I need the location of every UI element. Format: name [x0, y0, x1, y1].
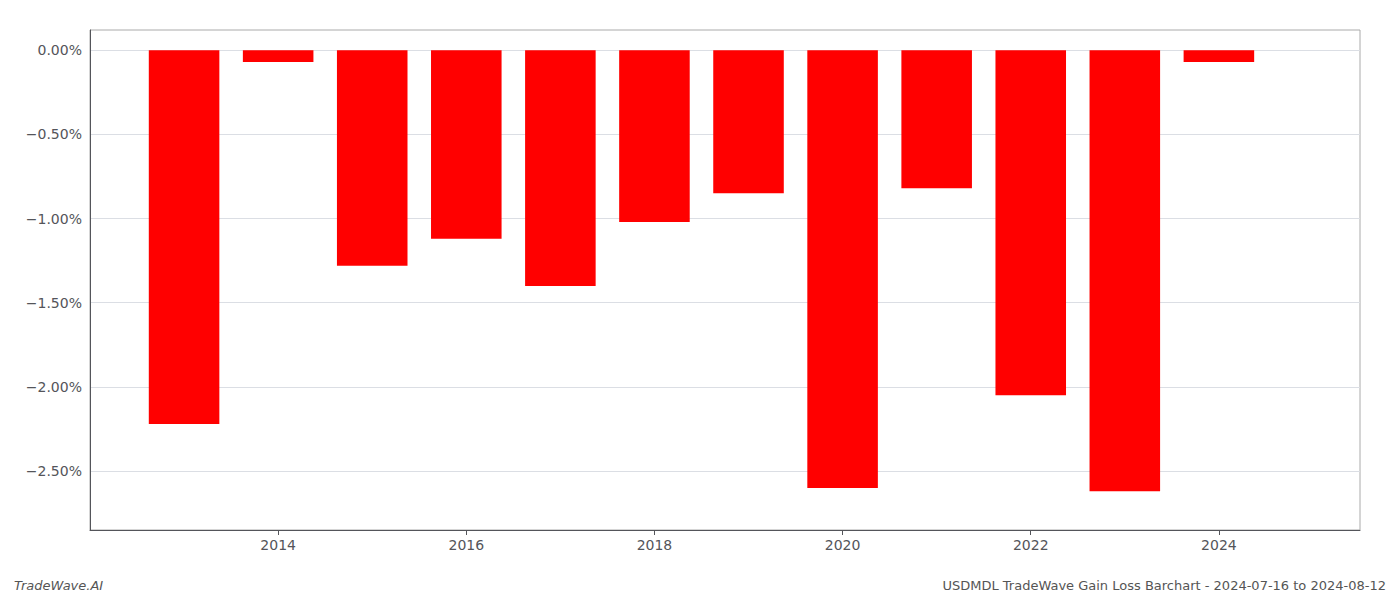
svg-text:−1.50%: −1.50%	[26, 295, 82, 311]
svg-text:0.00%: 0.00%	[38, 42, 82, 58]
svg-text:USDMDL TradeWave Gain Loss Bar: USDMDL TradeWave Gain Loss Barchart - 20…	[942, 578, 1386, 593]
svg-text:2024: 2024	[1201, 537, 1237, 553]
svg-text:2016: 2016	[448, 537, 484, 553]
svg-text:2020: 2020	[825, 537, 861, 553]
svg-text:TradeWave.AI: TradeWave.AI	[14, 578, 103, 593]
svg-text:2018: 2018	[637, 537, 673, 553]
svg-text:−1.00%: −1.00%	[26, 211, 82, 227]
svg-text:−0.50%: −0.50%	[26, 126, 82, 142]
svg-text:2014: 2014	[260, 537, 296, 553]
svg-text:−2.00%: −2.00%	[26, 379, 82, 395]
svg-text:−2.50%: −2.50%	[26, 463, 82, 479]
svg-text:2022: 2022	[1013, 537, 1049, 553]
